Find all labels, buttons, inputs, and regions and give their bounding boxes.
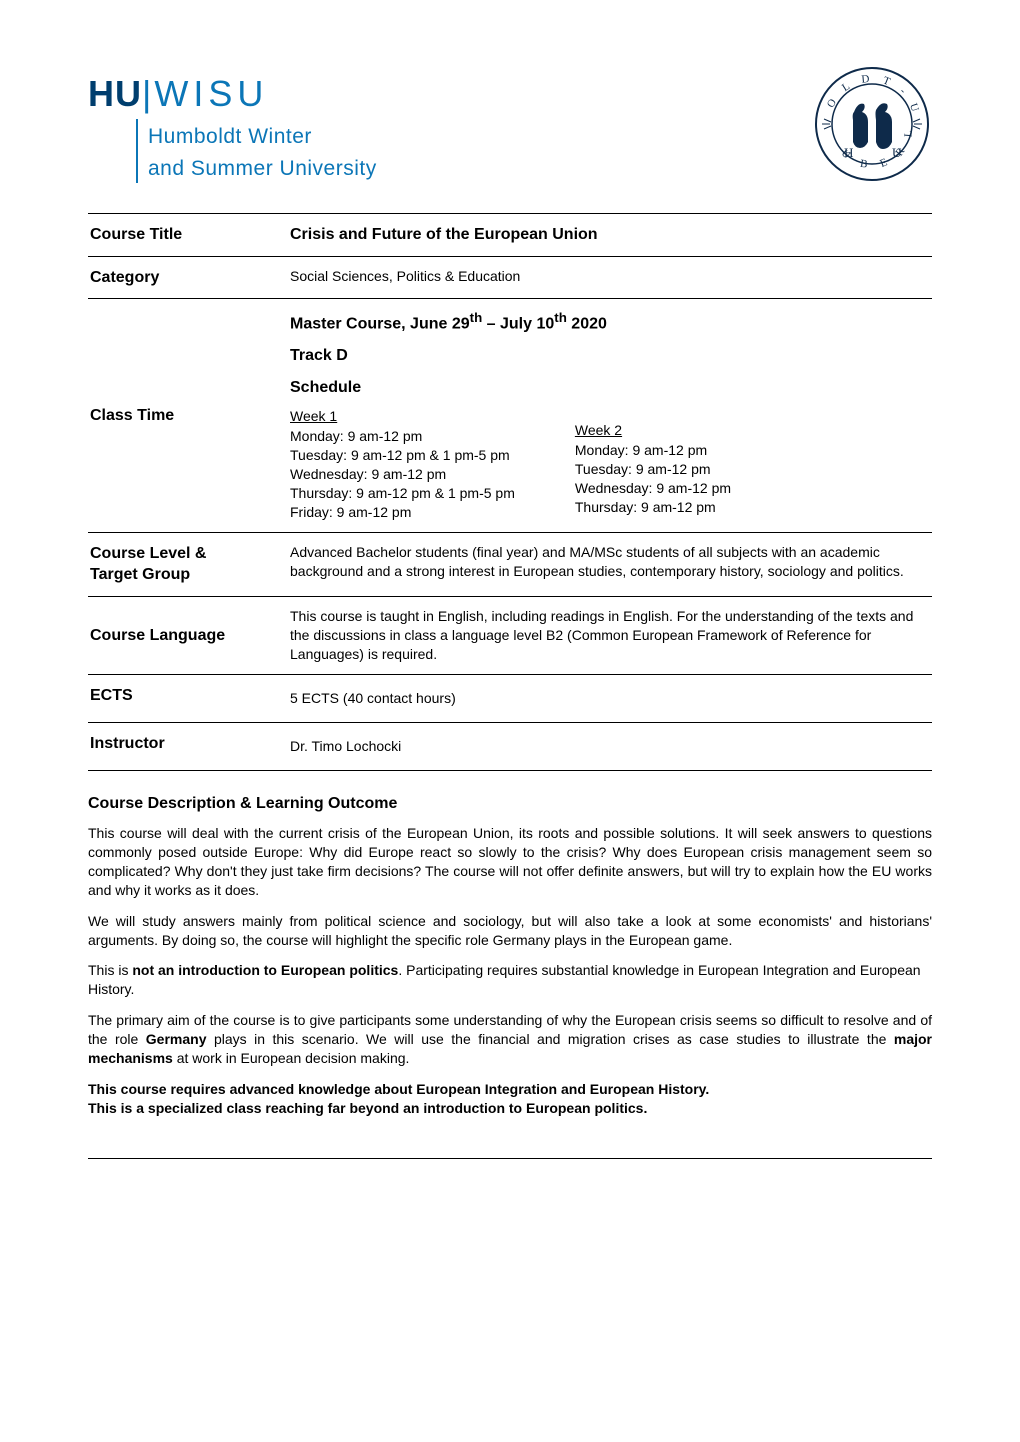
label-course-language: Course Language xyxy=(88,597,288,675)
university-seal-icon: O L D T - U N I V U B E R L H U xyxy=(812,64,932,189)
logo-sub-line-1: Humboldt Winter xyxy=(148,123,377,151)
master-mid: – July 10 xyxy=(482,316,554,333)
body-p5: This course requires advanced knowledge … xyxy=(88,1080,932,1118)
p4-e: at work in European decision making. xyxy=(173,1050,410,1066)
week1-line: Friday: 9 am-12 pm xyxy=(290,503,515,522)
p4-b: Germany xyxy=(146,1031,207,1047)
week1-line: Thursday: 9 am-12 pm & 1 pm-5 pm xyxy=(290,484,515,503)
label-category: Category xyxy=(88,256,288,299)
wisu-logo: HU|WISU Humboldt Winter and Summer Unive… xyxy=(88,70,377,183)
label-class-time: Class Time xyxy=(88,299,288,532)
week1-line: Tuesday: 9 am-12 pm & 1 pm-5 pm xyxy=(290,446,515,465)
master-suffix: 2020 xyxy=(567,316,607,333)
week2-line: Thursday: 9 am-12 pm xyxy=(575,498,731,517)
label-course-title: Course Title xyxy=(88,214,288,257)
master-sup1: th xyxy=(470,310,483,325)
page-header: HU|WISU Humboldt Winter and Summer Unive… xyxy=(88,64,932,189)
label-ects: ECTS xyxy=(88,674,288,722)
week2-line: Monday: 9 am-12 pm xyxy=(575,441,731,460)
master-prefix: Master Course, June 29 xyxy=(290,316,470,333)
week2-line: Tuesday: 9 am-12 pm xyxy=(575,460,731,479)
row-course-title: Course Title Crisis and Future of the Eu… xyxy=(88,214,932,257)
schedule-week-2: Week 2 Monday: 9 am-12 pm Tuesday: 9 am-… xyxy=(575,407,731,522)
track-line: Track D xyxy=(290,345,924,367)
course-info-table: Course Title Crisis and Future of the Eu… xyxy=(88,213,932,770)
value-course-language: This course is taught in English, includ… xyxy=(288,597,932,675)
value-course-level: Advanced Bachelor students (final year) … xyxy=(288,532,932,596)
label-course-level: Course Level & Target Group xyxy=(88,532,288,596)
p4-c: plays in this scenario. We will use the … xyxy=(206,1031,893,1047)
value-ects: 5 ECTS (40 contact hours) xyxy=(288,674,932,722)
value-class-time: Master Course, June 29th – July 10th 202… xyxy=(288,299,932,532)
logo-sub-line-2: and Summer University xyxy=(148,155,377,183)
section-heading: Course Description & Learning Outcome xyxy=(88,793,932,815)
logo-divider: | xyxy=(142,73,152,114)
week2-title: Week 2 xyxy=(575,421,731,440)
p5-l1: This course requires advanced knowledge … xyxy=(88,1081,709,1097)
row-course-level: Course Level & Target Group Advanced Bac… xyxy=(88,532,932,596)
value-category: Social Sciences, Politics & Education xyxy=(288,256,932,299)
p5-l2: This is a specialized class reaching far… xyxy=(88,1100,647,1116)
p3-prefix: This is xyxy=(88,962,132,978)
body-p2: We will study answers mainly from politi… xyxy=(88,912,932,950)
svg-text:H: H xyxy=(844,145,853,160)
row-category: Category Social Sciences, Politics & Edu… xyxy=(88,256,932,299)
label-course-level-l1: Course Level & xyxy=(90,545,206,562)
body-p4: The primary aim of the course is to give… xyxy=(88,1011,932,1068)
master-sup2: th xyxy=(554,310,567,325)
logo-hu: HU xyxy=(88,73,142,114)
schedule-heading: Schedule xyxy=(290,377,924,399)
schedule-week-1: Week 1 Monday: 9 am-12 pm Tuesday: 9 am-… xyxy=(290,407,515,522)
row-class-time: Class Time Master Course, June 29th – Ju… xyxy=(88,299,932,532)
label-instructor: Instructor xyxy=(88,722,288,770)
body-p3: This is not an introduction to European … xyxy=(88,961,932,999)
p3-bold: not an introduction to European politics xyxy=(132,962,398,978)
week1-line: Monday: 9 am-12 pm xyxy=(290,427,515,446)
svg-text:U: U xyxy=(892,145,902,160)
schedule-columns: Week 1 Monday: 9 am-12 pm Tuesday: 9 am-… xyxy=(290,407,924,522)
master-course-line: Master Course, June 29th – July 10th 202… xyxy=(290,309,924,335)
week1-title: Week 1 xyxy=(290,407,515,426)
week1-line: Wednesday: 9 am-12 pm xyxy=(290,465,515,484)
logo-line-1: HU|WISU xyxy=(88,70,377,119)
row-ects: ECTS 5 ECTS (40 contact hours) xyxy=(88,674,932,722)
value-instructor: Dr. Timo Lochocki xyxy=(288,722,932,770)
svg-text:O L D T - U N I V: O L D T - U N I V xyxy=(812,64,923,125)
row-course-language: Course Language This course is taught in… xyxy=(88,597,932,675)
week2-line: Wednesday: 9 am-12 pm xyxy=(575,479,731,498)
logo-wisu: WISU xyxy=(154,73,268,114)
logo-subtitle: Humboldt Winter and Summer University xyxy=(136,119,377,184)
label-course-level-l2: Target Group xyxy=(90,566,190,583)
row-instructor: Instructor Dr. Timo Lochocki xyxy=(88,722,932,770)
body-p1: This course will deal with the current c… xyxy=(88,824,932,900)
value-course-title: Crisis and Future of the European Union xyxy=(288,214,932,257)
course-description-body: This course will deal with the current c… xyxy=(88,824,932,1118)
footer-rule xyxy=(88,1158,932,1159)
